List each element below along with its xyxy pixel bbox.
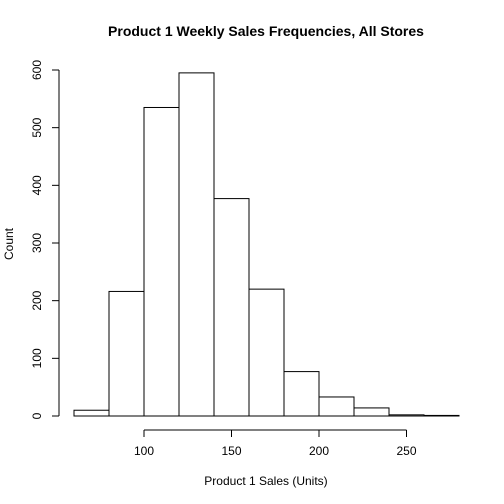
x-tick-label-3: 250 xyxy=(396,444,416,458)
histogram-bar-5 xyxy=(248,288,285,417)
chart-title: Product 1 Weekly Sales Frequencies, All … xyxy=(108,23,424,39)
histogram-bar-9 xyxy=(388,414,425,417)
histogram-bar-8 xyxy=(353,407,390,417)
histogram-bar-4 xyxy=(213,198,250,417)
histogram-bar-10 xyxy=(423,414,460,417)
y-tick-label-2: 200 xyxy=(30,290,44,310)
y-axis: 0 100 200 300 400 500 600 xyxy=(30,60,60,419)
x-axis-label: Product 1 Sales (Units) xyxy=(204,474,327,488)
y-tick-label-0: 0 xyxy=(30,412,44,419)
y-tick-label-4: 400 xyxy=(30,175,44,195)
y-axis-label: Count xyxy=(2,227,16,260)
histogram-bar-0 xyxy=(73,409,110,417)
x-tick-label-0: 100 xyxy=(134,444,154,458)
x-axis: 100 150 200 250 xyxy=(134,429,417,458)
histogram-bar-1 xyxy=(108,290,145,417)
histogram-bar-7 xyxy=(318,396,355,417)
y-tick-label-1: 100 xyxy=(30,348,44,368)
x-tick-label-1: 150 xyxy=(221,444,241,458)
bars-group xyxy=(73,72,460,417)
y-tick-label-3: 300 xyxy=(30,233,44,253)
histogram-bar-3 xyxy=(178,72,215,417)
y-tick-label-5: 500 xyxy=(30,117,44,137)
histogram-bar-2 xyxy=(143,106,180,417)
histogram-bar-6 xyxy=(283,371,320,417)
y-tick-label-6: 600 xyxy=(30,60,44,80)
x-tick-label-2: 200 xyxy=(309,444,329,458)
